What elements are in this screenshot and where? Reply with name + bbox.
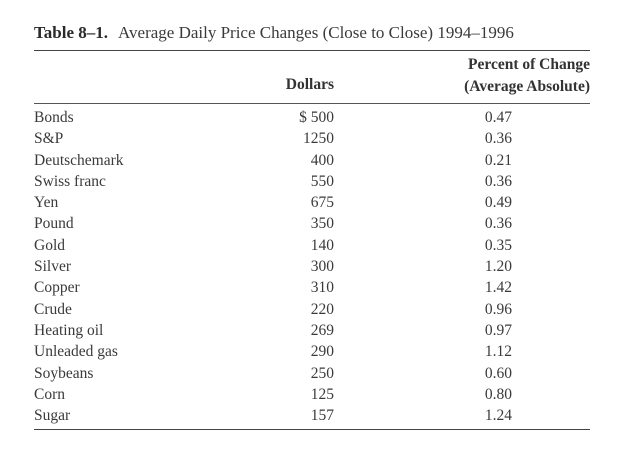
dollars-value: 250 <box>310 364 334 382</box>
commodity-name: S&P <box>34 130 64 148</box>
table-row: S&P 1250 0.36 <box>34 128 590 149</box>
table-header: Dollars Percent of Change (Average Absol… <box>34 54 590 100</box>
commodity-name: Heating oil <box>34 321 104 339</box>
table-row: Unleaded gas 290 1.12 <box>34 341 590 362</box>
commodity-name: Pound <box>34 215 74 233</box>
dollars-value: 157 <box>310 407 334 425</box>
table-body: Bonds $ 500 0.47 S&P 1250 0.36 Deutschemark 400… <box>34 107 590 426</box>
top-rule <box>34 50 590 51</box>
percent-value: 1.20 <box>484 258 512 276</box>
dollars-value: 1250 <box>303 130 334 148</box>
dollars-value: 220 <box>310 300 334 318</box>
table-title: Average Daily Price Changes (Close to Cl… <box>118 23 514 42</box>
table-row: Bonds $ 500 0.47 <box>34 107 590 128</box>
dollars-value: 400 <box>310 151 334 169</box>
commodity-name: Bonds <box>34 109 74 126</box>
table-caption: Table 8–1. Average Daily Price Changes (C… <box>34 22 590 44</box>
percent-value: 0.97 <box>484 321 512 339</box>
table-row: Gold 140 0.35 <box>34 235 590 256</box>
commodity-name: Gold <box>34 236 65 254</box>
table-row: Silver 300 1.20 <box>34 256 590 277</box>
commodity-name: Silver <box>34 258 72 276</box>
table-row: Crude 220 0.96 <box>34 299 590 320</box>
table-row: Pound 350 0.36 <box>34 213 590 234</box>
commodity-name: Deutschemark <box>34 151 124 169</box>
header-percent: Percent of Change (Average Absolute) <box>464 54 590 98</box>
dollars-value: 290 <box>310 343 334 361</box>
percent-value: 0.49 <box>484 194 512 212</box>
commodity-name: Yen <box>34 194 59 212</box>
dollars-value: 140 <box>310 236 334 254</box>
table-row: Soybeans 250 0.60 <box>34 363 590 384</box>
price-change-table: Table 8–1. Average Daily Price Changes (C… <box>34 22 590 430</box>
percent-value: 1.12 <box>484 343 512 361</box>
commodity-name: Corn <box>34 385 65 403</box>
table-row: Yen 675 0.49 <box>34 192 590 213</box>
header-percent-line2: (Average Absolute) <box>464 78 590 95</box>
dollars-value: $ 500 <box>299 109 334 126</box>
commodity-name: Sugar <box>34 407 71 425</box>
dollars-value: 310 <box>310 279 334 297</box>
commodity-name: Swiss franc <box>34 172 106 190</box>
percent-value: 0.36 <box>484 215 512 233</box>
table-row: Swiss franc 550 0.36 <box>34 171 590 192</box>
dollars-value: 300 <box>310 258 334 276</box>
table-row: Heating oil 269 0.97 <box>34 320 590 341</box>
table-number: Table 8–1. <box>34 23 109 42</box>
percent-value: 1.42 <box>484 279 512 297</box>
dollars-value: 675 <box>310 194 334 212</box>
dollars-value: 269 <box>310 321 334 339</box>
dollars-value: 125 <box>310 385 334 403</box>
percent-value: 0.21 <box>484 151 512 169</box>
table-row: Copper 310 1.42 <box>34 277 590 298</box>
percent-value: 0.36 <box>484 172 512 190</box>
header-percent-line1: Percent of Change <box>468 56 590 73</box>
header-dollars: Dollars <box>285 76 334 93</box>
table-row: Sugar 157 1.24 <box>34 405 590 426</box>
percent-value: 0.80 <box>484 385 512 403</box>
percent-value: 0.35 <box>484 236 512 254</box>
commodity-name: Crude <box>34 300 72 318</box>
commodity-name: Copper <box>34 279 80 297</box>
commodity-name: Soybeans <box>34 364 94 382</box>
percent-value: 0.96 <box>484 300 512 318</box>
dollars-value: 550 <box>310 172 334 190</box>
table-row: Deutschemark 400 0.21 <box>34 150 590 171</box>
percent-value: 0.47 <box>484 109 512 126</box>
dollars-value: 350 <box>310 215 334 233</box>
percent-value: 0.60 <box>484 364 512 382</box>
percent-value: 0.36 <box>484 130 512 148</box>
percent-value: 1.24 <box>484 407 512 425</box>
commodity-name: Unleaded gas <box>34 343 118 361</box>
bottom-rule <box>34 429 590 430</box>
table-row: Corn 125 0.80 <box>34 384 590 405</box>
header-rule <box>34 103 590 104</box>
